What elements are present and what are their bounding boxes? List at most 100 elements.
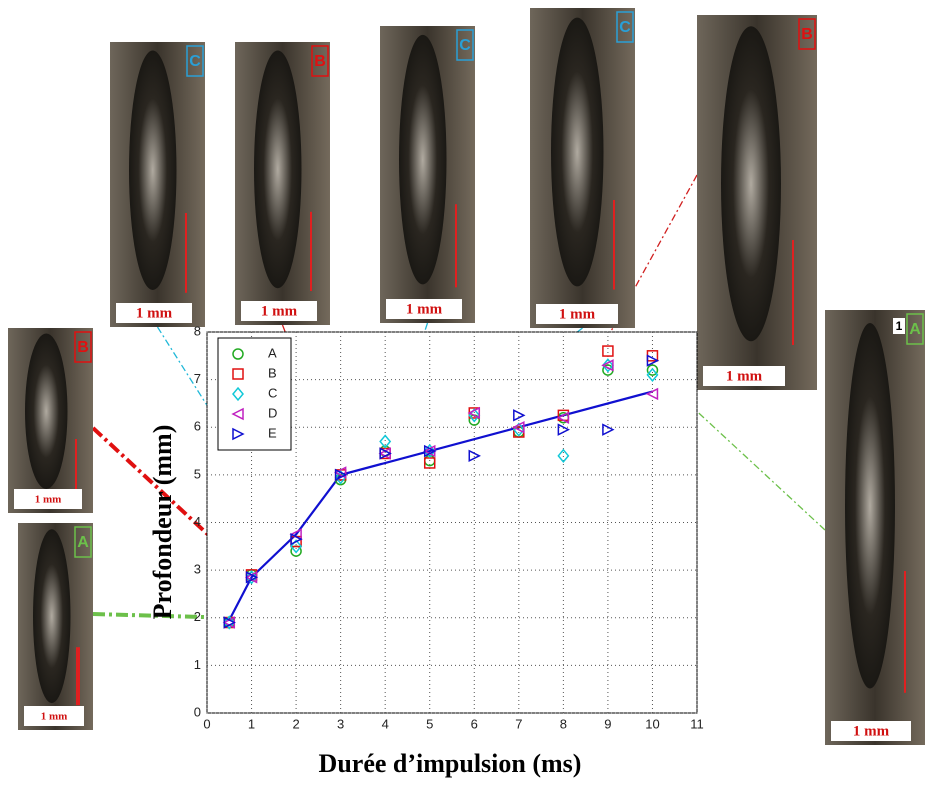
panel-label: C [189, 53, 201, 70]
data-point [223, 615, 236, 630]
x-tick-label: 7 [515, 716, 522, 731]
scale-box [116, 303, 192, 323]
connector [91, 426, 253, 577]
panel-label: B [314, 53, 326, 70]
x-tick-label: 4 [382, 716, 389, 731]
data-point [602, 423, 615, 436]
data-point [557, 423, 571, 436]
panel-tag: 1 [896, 319, 903, 333]
scale-label: 1 mm [406, 301, 443, 317]
x-tick-label: 6 [471, 716, 478, 731]
panel-label: C [619, 19, 631, 36]
scale-label: 1 mm [136, 305, 173, 321]
scale-box [24, 706, 84, 726]
tag-box [893, 318, 905, 334]
y-tick-label: 5 [194, 466, 201, 481]
label-box [906, 313, 924, 345]
data-point [423, 443, 436, 459]
data-point [556, 411, 570, 424]
data-point [423, 444, 437, 458]
x-tick-label: 3 [337, 716, 344, 731]
data-point [646, 354, 660, 367]
micrograph: 1 mm B [697, 15, 817, 390]
data-point [646, 367, 659, 383]
x-axis-title: Durée d’impulsion (ms) [319, 749, 582, 778]
data-point [513, 409, 526, 422]
scale-box [241, 301, 317, 321]
y-tick-label: 0 [194, 704, 201, 719]
scale-label: 1 mm [261, 303, 298, 319]
data-point [245, 571, 259, 584]
trend-line [228, 390, 653, 621]
micrograph: 1 mm C [110, 42, 205, 327]
micrograph: 1 mm C [530, 8, 635, 328]
scale-box [14, 489, 82, 509]
panel-label: A [77, 534, 89, 551]
panel-label: A [909, 321, 921, 338]
legend-marker [232, 348, 244, 360]
y-tick-label: 8 [194, 323, 201, 338]
x-tick-label: 9 [604, 716, 611, 731]
scale-label: 1 mm [35, 494, 62, 506]
scale-box [703, 366, 785, 386]
scale-box [831, 721, 911, 741]
y-tick-label: 4 [194, 514, 201, 529]
micrograph: 1 mm C [380, 26, 475, 323]
data-point [333, 466, 347, 479]
data-point [512, 421, 525, 434]
legend-box [217, 337, 292, 451]
weld-pit [254, 50, 302, 289]
legend-label: C [268, 385, 277, 400]
micrograph: 1 mm B [8, 328, 93, 513]
weld-pit [551, 17, 604, 287]
y-tick-label: 1 [194, 657, 201, 672]
y-tick-label: 6 [194, 419, 201, 434]
data-point [601, 358, 614, 373]
scale-label: 1 mm [726, 368, 763, 384]
data-point [467, 406, 481, 420]
x-tick-label: 8 [560, 716, 567, 731]
weld-pit [33, 529, 71, 704]
label-box [798, 18, 816, 50]
micrograph: 1 mm A1 [825, 310, 925, 745]
legend-label: A [268, 345, 277, 360]
x-tick-label: 5 [426, 716, 433, 731]
scale-box [536, 304, 618, 324]
y-tick-label: 2 [194, 609, 201, 624]
panel-label: B [801, 26, 813, 43]
micrograph: 1 mm A [18, 523, 93, 730]
x-tick-label: 0 [203, 716, 210, 731]
data-point [602, 345, 614, 357]
legend-label: B [268, 365, 277, 380]
data-point [290, 539, 303, 554]
weld-pit [721, 26, 781, 342]
label-box [616, 11, 634, 43]
label-box [186, 45, 204, 77]
scale-label: 1 mm [559, 306, 596, 322]
legend-marker [232, 386, 244, 402]
x-tick-label: 10 [645, 716, 659, 731]
data-point [646, 364, 659, 376]
scale-box [386, 299, 462, 319]
x-tick-label: 11 [690, 716, 704, 731]
data-point [334, 468, 348, 482]
label-box [311, 45, 329, 77]
data-point [379, 447, 392, 460]
legend-marker [231, 407, 244, 421]
y-tick-label: 3 [194, 562, 201, 577]
micrograph: 1 mm B [235, 42, 330, 325]
data-point [601, 359, 614, 372]
scale-label: 1 mm [41, 711, 68, 723]
panel-label: B [77, 339, 89, 356]
data-point [290, 532, 303, 546]
data-point [223, 616, 236, 629]
label-box [456, 29, 474, 61]
weld-pit [845, 323, 895, 689]
y-axis-title: Profondeur (mm) [148, 425, 177, 620]
x-tick-label: 2 [292, 716, 299, 731]
data-point [379, 434, 392, 449]
y-tick-label: 7 [194, 371, 201, 386]
